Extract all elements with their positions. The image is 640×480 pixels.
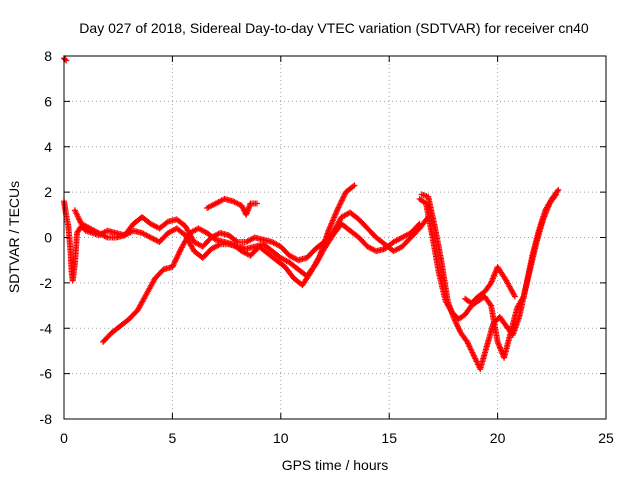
data-point xyxy=(552,192,559,199)
data-point xyxy=(170,261,177,268)
x-tick-label: 0 xyxy=(60,430,68,446)
data-point xyxy=(350,183,357,190)
x-tick-label: 5 xyxy=(169,430,177,446)
y-tick-label: 0 xyxy=(44,230,52,246)
data-point xyxy=(340,193,347,200)
data-point xyxy=(351,182,358,189)
data-point xyxy=(553,191,560,198)
data-point xyxy=(176,248,183,255)
data-point xyxy=(62,56,69,63)
axis-ticks: 0 5 10 15 20 25 -8 -6 -4 -2 0 2 4 6 8 xyxy=(40,48,614,446)
data-point xyxy=(336,201,343,208)
data-point xyxy=(211,235,218,242)
y-tick-label: -8 xyxy=(40,411,53,427)
data-point xyxy=(335,204,342,211)
data-point xyxy=(341,191,348,198)
data-point xyxy=(487,301,494,308)
data-point xyxy=(172,257,179,264)
data-points xyxy=(61,55,562,373)
data-point xyxy=(170,262,177,269)
data-point xyxy=(337,200,344,207)
data-point xyxy=(340,194,347,201)
grid-lines xyxy=(64,56,606,419)
data-point xyxy=(174,254,181,261)
y-tick-label: -4 xyxy=(40,320,53,336)
data-point xyxy=(171,259,178,266)
data-point xyxy=(233,238,240,245)
data-point xyxy=(169,263,176,270)
data-point xyxy=(334,207,341,214)
data-point xyxy=(174,252,181,259)
y-tick-label: 8 xyxy=(44,48,52,64)
x-tick-label: 10 xyxy=(273,430,289,446)
x-tick-label: 15 xyxy=(381,430,397,446)
data-point xyxy=(253,200,260,207)
y-tick-label: -6 xyxy=(40,366,53,382)
data-point xyxy=(554,188,561,195)
y-tick-label: 2 xyxy=(44,184,52,200)
data-point xyxy=(176,250,183,257)
data-point xyxy=(336,203,343,210)
y-tick-label: -2 xyxy=(40,275,53,291)
data-point xyxy=(338,198,345,205)
y-axis-label: SDTVAR / TECUs xyxy=(6,181,22,293)
data-point xyxy=(172,258,179,265)
data-point xyxy=(339,196,346,203)
data-point xyxy=(338,197,345,204)
y-tick-label: 4 xyxy=(44,139,52,155)
data-point xyxy=(555,186,562,193)
chart-title: Day 027 of 2018, Sidereal Day-to-day VTE… xyxy=(79,20,589,36)
x-axis-label: GPS time / hours xyxy=(282,457,389,473)
data-point xyxy=(334,205,341,212)
x-tick-label: 25 xyxy=(598,430,614,446)
data-point xyxy=(175,251,182,258)
data-point xyxy=(163,219,170,226)
data-point xyxy=(173,255,180,262)
y-tick-label: 6 xyxy=(44,93,52,109)
data-point xyxy=(511,293,518,300)
x-tick-label: 20 xyxy=(490,430,506,446)
